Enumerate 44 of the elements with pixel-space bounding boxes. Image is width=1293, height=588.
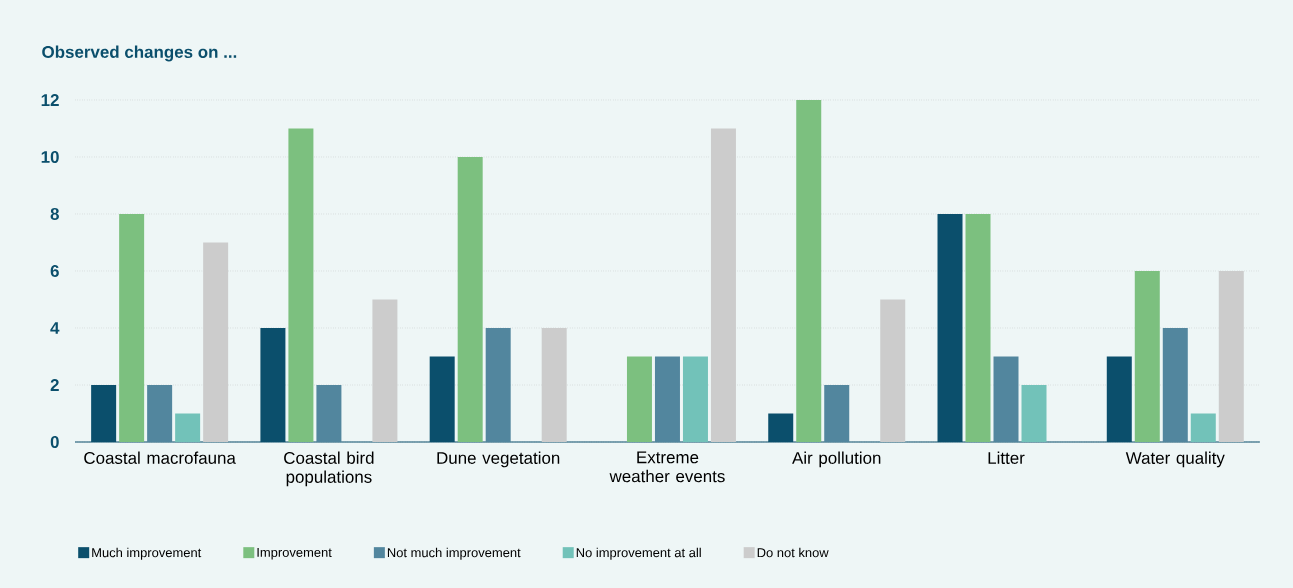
x-tick-label: Extreme weather events (609, 451, 725, 483)
legend-label: Do not know (757, 547, 829, 558)
chart-title: Observed changes on ... (42, 45, 237, 62)
y-tick-label: 6 (50, 265, 59, 277)
x-tick-label: Litter (988, 451, 1025, 464)
bar (485, 328, 511, 442)
bar (541, 328, 567, 442)
bar (626, 356, 652, 442)
y-tick-label: 4 (50, 322, 60, 334)
legend-label: No improvement at all (576, 547, 701, 560)
bar (457, 157, 483, 442)
bar (796, 100, 822, 442)
y-tick-label: 2 (50, 379, 59, 391)
y-tick-label: 0 (50, 436, 59, 448)
legend-label: Improvement (257, 547, 332, 560)
bar (1218, 271, 1244, 442)
y-tick-label: 12 (41, 94, 59, 106)
bar (824, 385, 850, 442)
bar (682, 356, 708, 442)
bar (880, 299, 906, 442)
legend-label: Not much improvement (387, 547, 521, 560)
legend-label: Much improvement (92, 547, 202, 560)
x-tick-label: Dune vegetation (437, 451, 560, 468)
bar (147, 385, 173, 442)
bar (1134, 271, 1160, 442)
bar (372, 299, 398, 442)
bar (654, 356, 680, 442)
bar (175, 413, 201, 442)
bar (993, 356, 1019, 442)
x-tick-label: Coastal macrofauna (84, 451, 236, 464)
bar (1162, 328, 1188, 442)
bar (1021, 385, 1047, 442)
x-tick-label: Coastal bird populations (284, 451, 374, 487)
bar (965, 214, 991, 442)
bar (710, 128, 736, 442)
bar (1190, 413, 1216, 442)
bar (203, 242, 229, 442)
bar (119, 214, 145, 442)
x-tick-label: Air pollution (792, 451, 881, 468)
y-tick-label: 10 (41, 151, 59, 163)
bar (288, 128, 314, 442)
bar (316, 385, 342, 442)
y-tick-label: 8 (50, 208, 59, 220)
x-tick-label: Water quality (1125, 451, 1225, 468)
